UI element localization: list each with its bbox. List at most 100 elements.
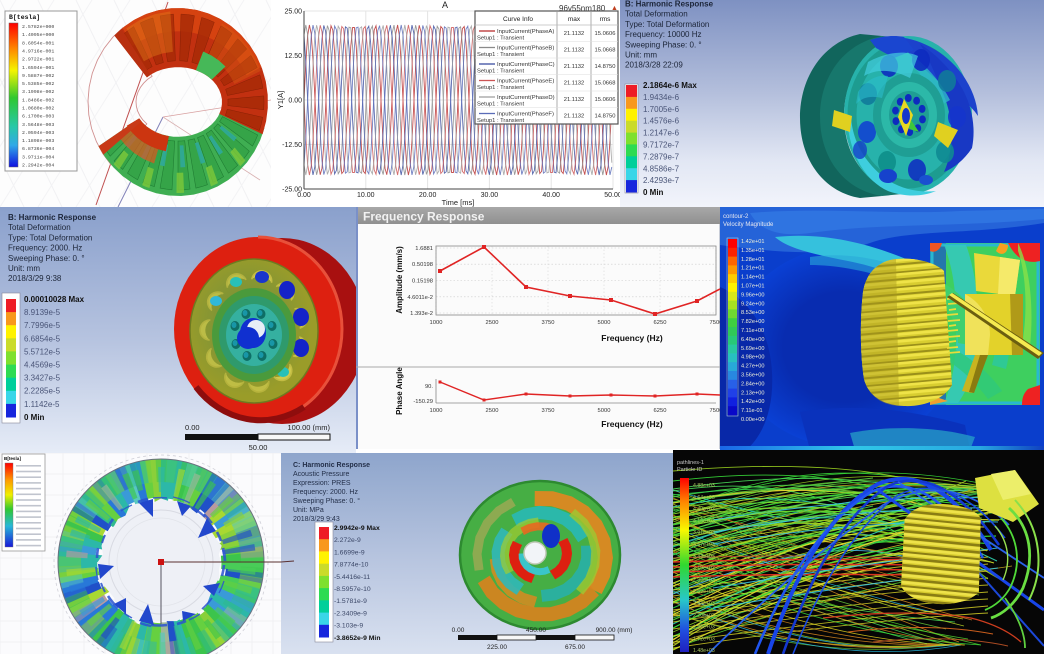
svg-text:Expression: PRES: Expression: PRES	[293, 480, 351, 487]
svg-text:8.53e+00: 8.53e+00	[741, 310, 765, 316]
svg-text:675.00: 675.00	[565, 644, 585, 651]
svg-text:InputCurrent(PhaseD): InputCurrent(PhaseD)	[497, 95, 555, 101]
svg-text:3.19e+03: 3.19e+03	[693, 566, 715, 572]
svg-text:max: max	[568, 16, 581, 23]
svg-text:7.82e+00: 7.82e+00	[741, 319, 765, 325]
svg-text:4.16e+03: 4.16e+03	[693, 518, 715, 524]
svg-text:1000: 1000	[430, 408, 443, 414]
svg-text:Y1[A]: Y1[A]	[276, 91, 285, 109]
svg-text:15.0606: 15.0606	[595, 97, 616, 103]
svg-text:8.6054e-001: 8.6054e-001	[22, 40, 54, 46]
svg-text:1.48e+03: 1.48e+03	[693, 648, 715, 654]
svg-text:1.7005e-6: 1.7005e-6	[643, 105, 680, 114]
svg-text:Frequency: 2000. Hz: Frequency: 2000. Hz	[293, 489, 358, 496]
svg-text:30.00: 30.00	[481, 192, 499, 199]
svg-text:C: Harmonic Response: C: Harmonic Response	[293, 462, 370, 469]
svg-text:25.00: 25.00	[284, 9, 302, 16]
svg-text:5.69e+00: 5.69e+00	[741, 346, 765, 352]
svg-text:Frequency: 2000. Hz: Frequency: 2000. Hz	[8, 244, 82, 253]
svg-text:2.2942e-004: 2.2942e-004	[22, 163, 54, 169]
svg-text:2.1864e-6 Max: 2.1864e-6 Max	[643, 81, 697, 90]
svg-text:1.35e+01: 1.35e+01	[741, 248, 765, 254]
svg-text:6250: 6250	[654, 320, 667, 326]
svg-text:Amplitude (mm/s): Amplitude (mm/s)	[395, 246, 404, 314]
svg-text:21.1132: 21.1132	[564, 48, 585, 54]
svg-text:0.00: 0.00	[452, 627, 465, 634]
svg-text:7.11e-01: 7.11e-01	[741, 408, 763, 414]
svg-text:3750: 3750	[542, 320, 555, 326]
svg-text:2.5782e+000: 2.5782e+000	[22, 24, 54, 30]
svg-text:InputCurrent(PhaseB): InputCurrent(PhaseB)	[497, 46, 554, 52]
svg-text:Sweeping Phase: 0. °: Sweeping Phase: 0. °	[625, 40, 702, 49]
svg-text:100.00 (mm): 100.00 (mm)	[287, 423, 330, 432]
svg-text:1.2147e-6: 1.2147e-6	[643, 129, 680, 138]
svg-text:5000: 5000	[598, 320, 611, 326]
svg-text:pathlines-1: pathlines-1	[677, 460, 704, 466]
svg-text:1.9434e-6: 1.9434e-6	[643, 93, 680, 102]
svg-text:Setup1 : Transient: Setup1 : Transient	[477, 102, 524, 108]
svg-text:2.2285e-5: 2.2285e-5	[24, 387, 61, 396]
svg-text:21.1132: 21.1132	[564, 64, 585, 70]
svg-text:Time [ms]: Time [ms]	[442, 198, 475, 207]
svg-text:0.00: 0.00	[288, 98, 302, 105]
svg-text:Unit: mm: Unit: mm	[8, 264, 40, 273]
svg-text:-8.5957e-10: -8.5957e-10	[334, 586, 371, 593]
svg-text:225.00: 225.00	[487, 644, 507, 651]
svg-text:1.21e+01: 1.21e+01	[741, 266, 765, 272]
svg-text:4.6011e-2: 4.6011e-2	[407, 295, 433, 301]
svg-text:InputCurrent(PhaseE): InputCurrent(PhaseE)	[497, 79, 554, 85]
svg-text:1.6594e-001: 1.6594e-001	[22, 65, 54, 71]
svg-text:1.96e+03: 1.96e+03	[693, 625, 715, 631]
svg-text:15.0668: 15.0668	[595, 48, 616, 54]
svg-text:2500: 2500	[486, 408, 499, 414]
svg-text:6.40e+00: 6.40e+00	[741, 337, 765, 343]
svg-text:1000: 1000	[430, 320, 443, 326]
svg-text:21.1132: 21.1132	[564, 114, 585, 120]
svg-text:1.07e+01: 1.07e+01	[741, 284, 765, 290]
svg-text:Unit: mm: Unit: mm	[625, 51, 657, 60]
svg-text:B: Harmonic Response: B: Harmonic Response	[8, 213, 97, 222]
svg-text:9.96e+00: 9.96e+00	[741, 292, 765, 298]
svg-text:1.1898e-003: 1.1898e-003	[22, 138, 54, 144]
svg-text:7.7996e-5: 7.7996e-5	[24, 321, 61, 330]
svg-text:15.0606: 15.0606	[595, 31, 616, 37]
svg-text:450.00: 450.00	[526, 627, 546, 634]
svg-text:5000: 5000	[598, 408, 611, 414]
svg-text:2.13e+00: 2.13e+00	[741, 390, 765, 396]
svg-text:Frequency Response: Frequency Response	[363, 210, 485, 224]
svg-text:4.64e+03: 4.64e+03	[693, 495, 715, 501]
svg-text:Setup1 : Transient: Setup1 : Transient	[477, 118, 524, 124]
svg-text:14.8750: 14.8750	[595, 114, 616, 120]
svg-text:15.0668: 15.0668	[595, 81, 616, 87]
svg-text:900.00 (mm): 900.00 (mm)	[596, 627, 633, 634]
svg-text:0.00: 0.00	[185, 423, 200, 432]
svg-text:-5.4416e-11: -5.4416e-11	[334, 574, 370, 581]
svg-text:▲: ▲	[611, 5, 618, 12]
svg-text:InputCurrent(PhaseC): InputCurrent(PhaseC)	[497, 62, 555, 68]
svg-text:0.00: 0.00	[297, 192, 311, 199]
svg-text:2.0594e-003: 2.0594e-003	[22, 130, 54, 136]
svg-text:6250: 6250	[654, 408, 667, 414]
svg-text:40.00: 40.00	[542, 192, 560, 199]
svg-text:20.00: 20.00	[419, 192, 437, 199]
svg-text:2.9942e-9 Max: 2.9942e-9 Max	[334, 525, 380, 532]
svg-text:7500: 7500	[710, 320, 720, 326]
svg-text:Type: Total Deformation: Type: Total Deformation	[625, 20, 709, 29]
svg-text:-1.5781e-9: -1.5781e-9	[334, 598, 367, 605]
svg-text:7.2879e-7: 7.2879e-7	[643, 152, 680, 161]
svg-text:3.43e+03: 3.43e+03	[693, 554, 715, 560]
svg-text:Curve Info: Curve Info	[503, 16, 533, 23]
svg-text:1.8486e-002: 1.8486e-002	[22, 97, 54, 103]
svg-text:4.9716e-001: 4.9716e-001	[22, 49, 54, 55]
svg-text:21.1132: 21.1132	[564, 31, 585, 37]
svg-text:90.: 90.	[425, 384, 433, 390]
svg-text:3.67e+03: 3.67e+03	[693, 542, 715, 548]
svg-text:1.14e+01: 1.14e+01	[741, 275, 765, 281]
svg-text:Sweeping Phase: 0. °: Sweeping Phase: 0. °	[293, 497, 360, 505]
svg-text:-2.3409e-9: -2.3409e-9	[334, 610, 367, 617]
svg-text:9.7172e-7: 9.7172e-7	[643, 141, 680, 150]
svg-text:Total Deformation: Total Deformation	[625, 10, 688, 19]
svg-text:7.8774e-10: 7.8774e-10	[334, 562, 369, 569]
svg-text:Unit: MPa: Unit: MPa	[293, 507, 324, 514]
svg-text:50.00: 50.00	[249, 443, 268, 452]
